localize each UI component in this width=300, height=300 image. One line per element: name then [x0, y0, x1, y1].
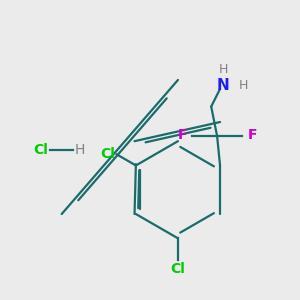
Text: H: H [218, 63, 228, 76]
Text: H: H [75, 143, 85, 157]
Text: F: F [177, 128, 187, 142]
Text: F: F [248, 128, 257, 142]
Text: Cl: Cl [100, 147, 115, 161]
Text: H: H [239, 80, 249, 92]
Text: N: N [217, 79, 230, 94]
Text: Cl: Cl [34, 143, 48, 157]
Text: Cl: Cl [170, 262, 185, 276]
